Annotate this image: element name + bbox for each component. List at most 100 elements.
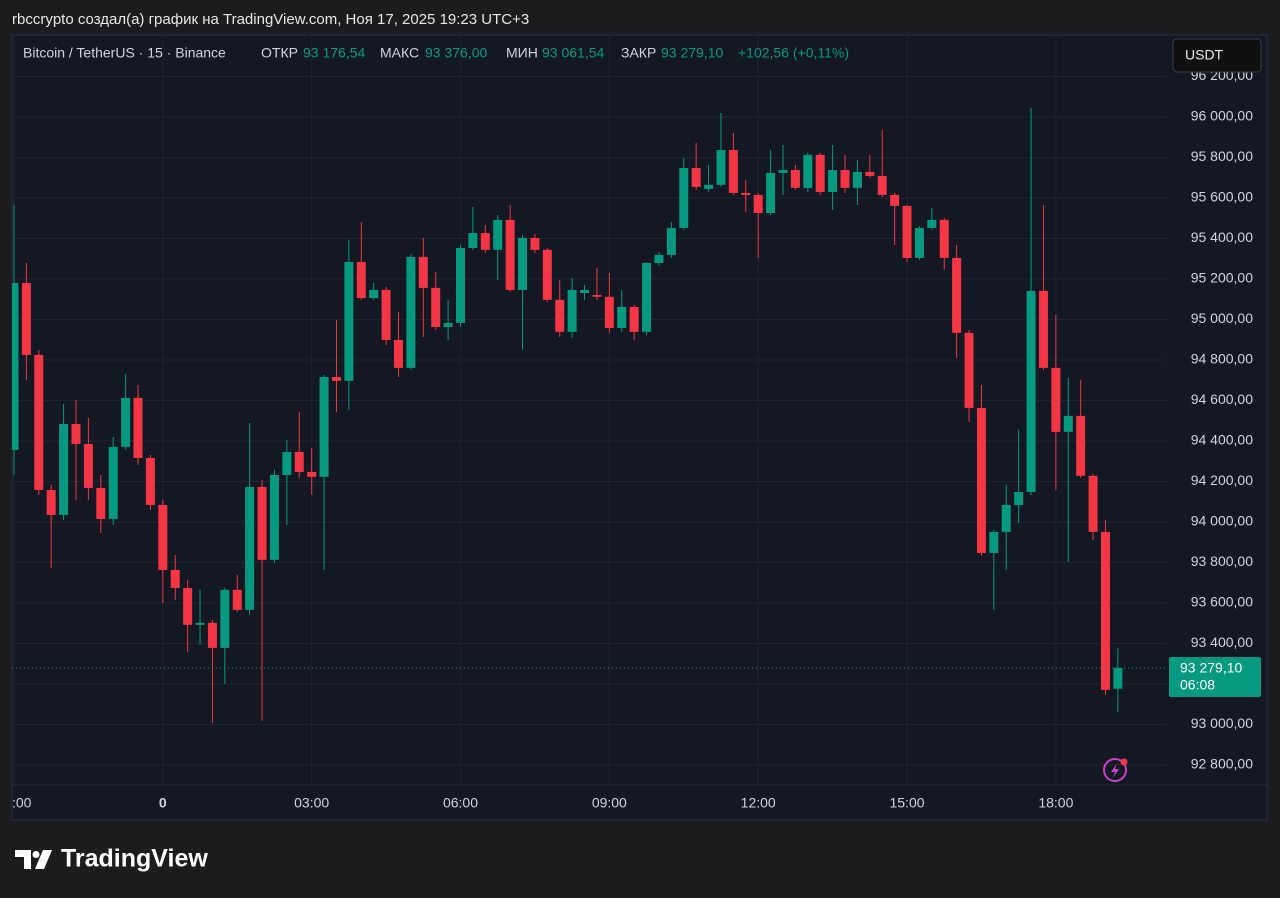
alert-icon[interactable] [1103,758,1128,782]
candle-body [158,504,168,570]
open-label: ОТКР [261,45,298,61]
candle-body [431,287,441,327]
candle-body [257,486,267,560]
candle-body [629,306,639,332]
plot [12,107,1167,723]
x-tick-label: 0 [159,795,167,811]
candle-body [939,219,949,258]
low-label: МИН [506,45,538,61]
candle-body [232,589,242,610]
alert-bolt[interactable] [1111,763,1119,778]
candle-body [1100,531,1110,690]
candle-body [1026,290,1036,493]
high-value: 93 376,00 [425,45,487,61]
candle-body [145,457,155,505]
candle-body [1063,415,1073,432]
candle-body [604,296,614,328]
candle-body [307,471,317,477]
candle-body [418,256,428,288]
x-tick-label: 18:00 [1038,795,1073,811]
button-label[interactable]: USDT [1185,47,1224,63]
candle-body [617,306,627,328]
candle-body [840,170,850,188]
price-tag-countdown: 06:08 [1180,677,1215,693]
legend: Bitcoin / TetherUS · 15 · Binance ОТКР 9… [23,45,849,61]
candle-body [46,489,56,515]
y-tick-label: 94 200,00 [1191,472,1253,488]
logo-mark [15,850,52,869]
y-tick-label: 93 800,00 [1191,553,1253,569]
x-tick-label: 15:00 [890,795,925,811]
candle-body [59,423,69,515]
logo: TradingView [15,845,208,873]
candle-body [207,622,217,648]
x-tick-label: 09:00 [592,795,627,811]
x-tick-label: 06:00 [443,795,478,811]
high-label: МАКС [380,45,419,61]
candle-body [642,262,652,332]
candle-body [741,192,751,195]
candle-body [21,283,31,355]
close-label: ЗАКР [621,45,656,61]
candle-body [815,154,825,192]
y-tick-label: 94 000,00 [1191,513,1253,529]
candle-body [282,451,292,475]
candle-body [456,248,466,323]
y-tick-label: 95 200,00 [1191,270,1253,286]
candle-body [183,587,193,625]
candle-body [195,622,205,625]
candle-body [1001,504,1011,532]
candle-body [294,451,304,472]
candle-body [83,444,93,488]
candle-body [530,237,540,250]
x-tick-label: 12:00 [741,795,776,811]
candle-body [989,531,999,553]
y-tick-label: 94 400,00 [1191,432,1253,448]
candle-body [133,397,143,458]
price-tag-label: 93 279,10 [1180,660,1242,676]
y-tick-label: 93 000,00 [1191,715,1253,731]
candle-body [865,171,875,176]
alert-ring[interactable] [1103,758,1127,782]
y-tick-label: 92 800,00 [1191,756,1253,772]
candle-body [369,289,379,299]
candle-body [778,170,788,173]
candle-body [592,294,602,297]
candle-body [1076,415,1086,476]
candle-body [890,194,900,206]
currency-button[interactable]: USDT [1172,38,1262,73]
candle-body [790,170,800,188]
candle-body [666,227,676,255]
candle-body [766,172,776,213]
candle-body [691,168,701,187]
candle-body [542,249,552,300]
y-tick-label: 93 600,00 [1191,594,1253,610]
logo-text: TradingView [61,845,208,873]
candle-body [852,171,862,188]
candle-body [269,474,279,560]
y-tick-label: 94 600,00 [1191,391,1253,407]
candle-body [654,254,664,263]
button-frame[interactable] [1172,38,1262,73]
y-tick-label: 95 600,00 [1191,189,1253,205]
candle-body [468,233,478,249]
candle-body [567,289,577,332]
candle-body [1088,475,1098,532]
y-tick-label: 95 800,00 [1191,148,1253,164]
candle-body [518,237,528,290]
candle-body [1051,367,1061,432]
candle-body [319,376,329,477]
candle-body [393,339,403,368]
candle-body [914,227,924,258]
candle-body [753,194,763,213]
low-value: 93 061,54 [542,45,604,61]
candle-body [220,589,230,648]
x-tick-label: 03:00 [294,795,329,811]
candle-body [555,299,565,332]
candle-body [12,283,19,450]
candle-body [976,407,986,553]
candle-body [96,487,106,519]
